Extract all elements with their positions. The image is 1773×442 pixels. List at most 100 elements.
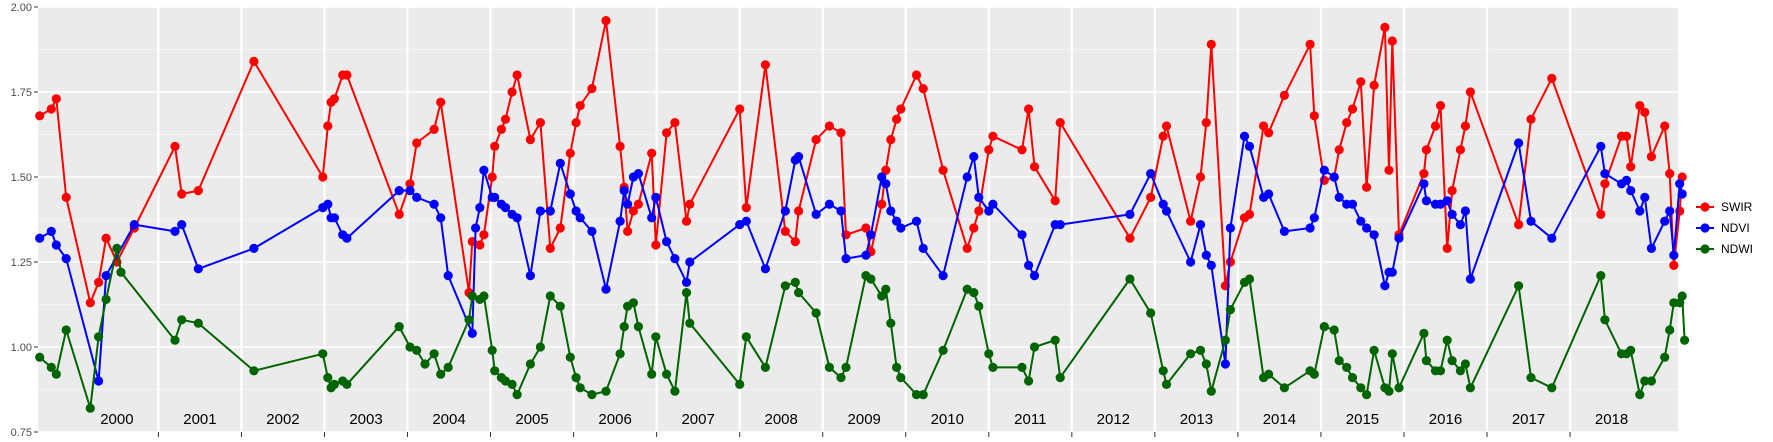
year-labels: 2000 2001 2002 2003 2004 2005 2006 2007 2008 2009… (100, 411, 1628, 428)
data-point-ndwi (896, 373, 906, 383)
data-point-swir (969, 223, 979, 233)
data-point-ndwi (918, 390, 928, 400)
data-point-ndwi (1600, 315, 1610, 325)
data-point-swir (318, 172, 328, 182)
data-point-ndvi (565, 189, 575, 199)
data-point-swir (1447, 186, 1457, 196)
data-point-swir (555, 223, 565, 233)
data-point-ndvi (535, 206, 546, 216)
data-point-ndwi (1387, 349, 1397, 359)
data-point-swir (490, 141, 500, 151)
data-point-swir (811, 135, 821, 145)
data-point-ndvi (861, 250, 871, 260)
data-point-swir (1342, 118, 1352, 128)
data-point-ndvi (405, 186, 415, 196)
data-point-ndvi (545, 206, 555, 216)
data-point-ndwi (1055, 373, 1065, 383)
data-point-swir (1369, 80, 1379, 90)
data-point-swir (1442, 243, 1452, 253)
data-point-swir (170, 141, 180, 151)
year-label: 2017 (1512, 411, 1545, 428)
data-point-ndwi (575, 383, 585, 393)
data-point-ndvi (633, 169, 644, 179)
data-point-ndvi (896, 223, 906, 233)
data-point-swir (545, 243, 555, 253)
data-point-ndwi (101, 294, 111, 304)
year-label: 2007 (681, 411, 714, 428)
data-point-ndvi (500, 203, 511, 213)
data-point-ndvi (394, 186, 404, 196)
data-point-ndvi (1419, 179, 1429, 189)
data-point-swir (647, 148, 657, 158)
data-point-ndwi (525, 359, 536, 369)
data-point-ndwi (988, 362, 998, 372)
data-point-swir (892, 114, 902, 124)
data-point-ndwi (249, 366, 259, 376)
data-point-ndvi (1369, 230, 1379, 240)
data-point-ndwi (1526, 373, 1536, 383)
data-point-ndvi (1029, 271, 1040, 281)
legend-label: SWIR (1721, 200, 1753, 214)
data-point-ndwi (565, 352, 575, 362)
data-point-ndwi (685, 318, 695, 328)
data-point-ndvi (780, 206, 790, 216)
data-point-ndvi (1465, 274, 1475, 284)
legend-label: NDVI (1721, 221, 1750, 235)
data-point-ndvi (1421, 196, 1431, 206)
data-point-swir (1526, 114, 1536, 124)
data-point-ndvi (1362, 223, 1372, 233)
data-point-ndwi (487, 345, 497, 355)
legend-item-ndvi: NDVI (1696, 221, 1750, 235)
data-point-swir (85, 298, 95, 308)
data-point-ndvi (741, 216, 751, 226)
data-point-ndwi (1514, 281, 1524, 291)
data-point-swir (479, 230, 489, 240)
year-label: 2009 (848, 411, 881, 428)
data-point-swir (1665, 169, 1675, 179)
data-point-ndvi (1195, 220, 1206, 230)
data-point-ndwi (1329, 325, 1339, 335)
data-point-swir (1206, 39, 1216, 50)
data-point-swir (662, 128, 672, 138)
data-point-ndvi (1264, 189, 1274, 199)
data-point-swir (1225, 257, 1235, 267)
data-point-swir (51, 94, 61, 104)
series-layer (35, 16, 1690, 413)
data-point-ndvi (512, 213, 522, 223)
data-point-ndvi (94, 376, 104, 386)
data-point-swir (1640, 107, 1650, 117)
data-point-swir (1264, 128, 1274, 138)
data-point-ndvi (841, 254, 851, 264)
y-tick-label: 1.50 (11, 172, 32, 184)
data-point-swir (760, 60, 771, 70)
data-point-ndvi (1635, 206, 1645, 216)
data-point-ndwi (394, 322, 404, 332)
data-point-ndvi (61, 254, 71, 264)
year-label: 2011 (1014, 411, 1046, 428)
data-point-ndvi (1526, 216, 1536, 226)
data-point-ndwi (116, 267, 126, 277)
data-point-ndwi (628, 298, 639, 308)
data-point-ndvi (1547, 233, 1557, 243)
data-point-ndvi (911, 216, 922, 226)
data-point-swir (1029, 162, 1040, 172)
data-point-swir (962, 243, 972, 253)
data-point-swir (670, 118, 680, 128)
data-point-swir (1387, 36, 1397, 46)
data-point-ndvi (35, 233, 45, 243)
data-point-ndvi (824, 199, 835, 209)
data-point-ndwi (647, 369, 657, 379)
year-label: 2013 (1180, 411, 1213, 428)
data-point-swir (394, 209, 404, 219)
data-point-ndvi (651, 192, 661, 202)
data-point-ndwi (329, 379, 339, 389)
year-label: 2000 (100, 411, 133, 428)
data-point-swir (886, 135, 896, 145)
data-point-swir (507, 87, 517, 97)
data-point-ndvi (1206, 260, 1216, 270)
data-point-swir (938, 165, 948, 175)
data-point-ndwi (974, 301, 984, 311)
data-point-ndvi (1201, 250, 1211, 260)
data-point-ndvi (1460, 206, 1470, 216)
data-point-swir (496, 124, 506, 134)
